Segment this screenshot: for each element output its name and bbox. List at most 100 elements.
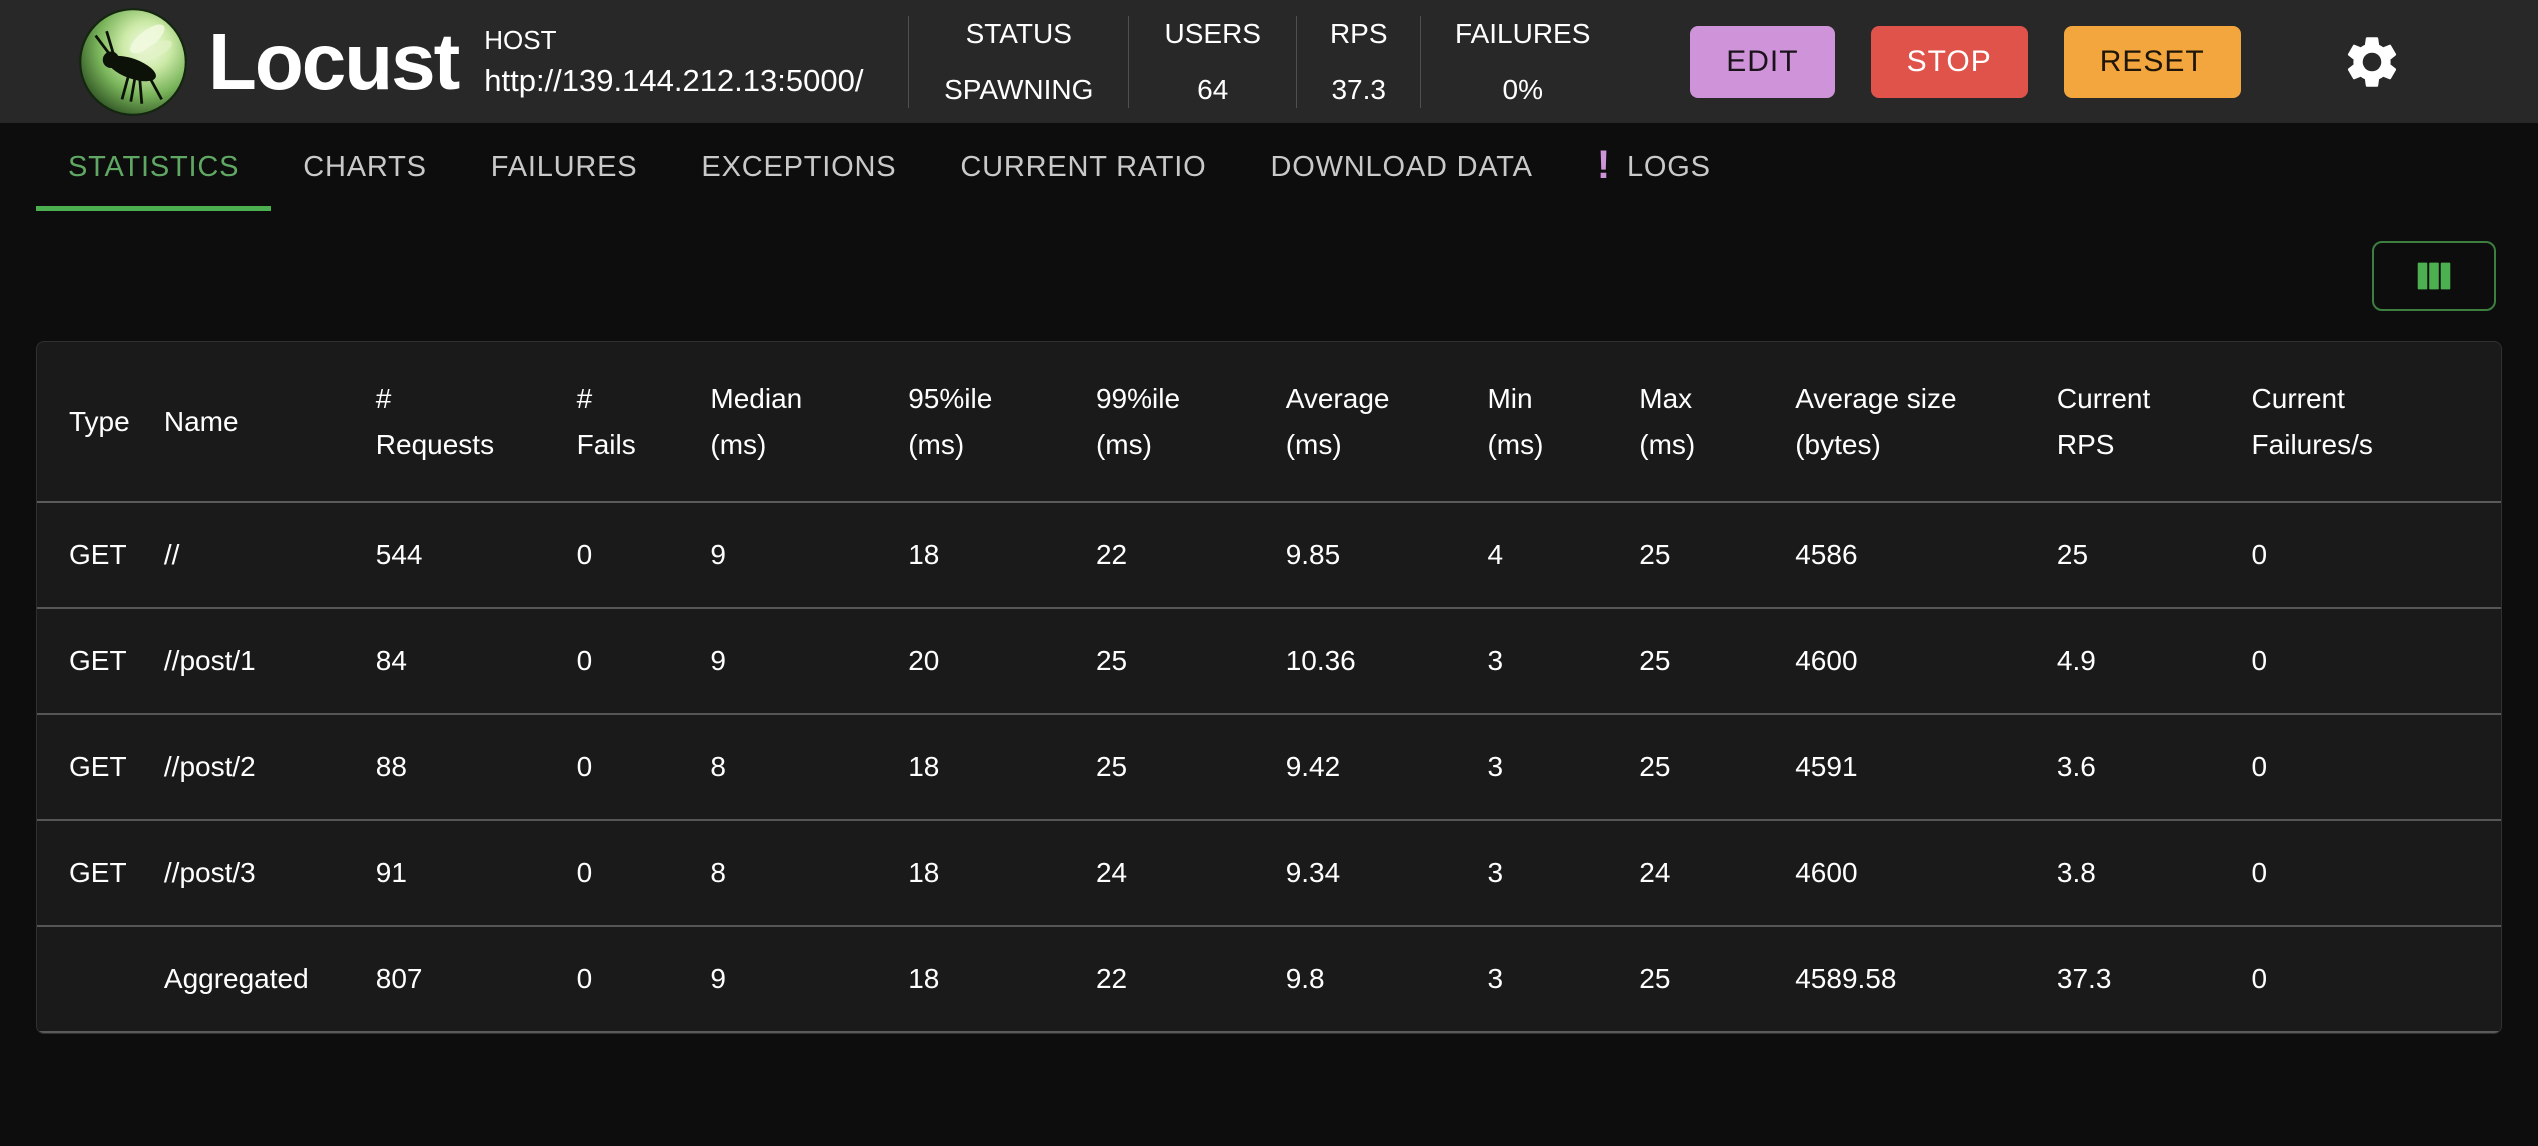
table-cell: 25 <box>1639 608 1796 715</box>
stat-value: 64 <box>1197 73 1229 105</box>
column-header-95-ile-ms-[interactable]: 95%ile (ms) <box>908 342 1096 503</box>
table-cell: 9 <box>710 926 909 1033</box>
table-cell: 91 <box>375 820 577 927</box>
table-cell: 3 <box>1487 608 1640 715</box>
table-cell: 0 <box>2251 820 2501 927</box>
statistics-table: Type Name # Requests # Fails Median (ms) 95%ile (… <box>36 341 2502 1034</box>
table-cell: 22 <box>1095 502 1286 609</box>
header-stats: STATUS SPAWNING USERS 64 RPS 37.3 FAILURES 0% <box>908 14 1624 110</box>
table-cell: 4586 <box>1795 502 2057 609</box>
stat-users: USERS 64 <box>1128 15 1296 108</box>
tab-statistics[interactable]: STATISTICS <box>36 123 272 211</box>
table-cell: //post/2 <box>163 714 376 821</box>
table-cell: 22 <box>1095 926 1286 1033</box>
host-block: HOST http://139.144.212.13:5000/ <box>484 27 884 96</box>
table-cell: 25 <box>2056 502 2252 609</box>
reset-button[interactable]: RESET <box>2063 25 2241 98</box>
column-header-line1: Average <box>1285 382 1390 414</box>
table-cell: 3.8 <box>2056 820 2252 927</box>
table-cell: 8 <box>710 714 909 821</box>
tab-charts[interactable]: CHARTS <box>271 123 459 211</box>
table-cell: 25 <box>1095 714 1286 821</box>
table-cell: 0 <box>2251 502 2501 609</box>
table-cell: 544 <box>375 502 577 609</box>
table-cell: 9.8 <box>1285 926 1488 1033</box>
column-header-line2: (ms) <box>710 428 767 460</box>
column-header-line1: Min <box>1487 382 1533 414</box>
column-header-name[interactable]: Name <box>163 342 376 503</box>
table-cell: 0 <box>2251 714 2501 821</box>
table-row: GET//post/2 88 0 8 18 25 9.42 3 25 4591 3.6 0 <box>37 714 2501 821</box>
column-header-type[interactable]: Type <box>37 342 164 503</box>
table-cell: 9.85 <box>1285 502 1488 609</box>
table-row: GET//post/3 91 0 8 18 24 9.34 3 24 4600 3.8 0 <box>37 820 2501 927</box>
column-header-line1: Current <box>2056 382 2151 414</box>
column-header-max-ms-[interactable]: Max (ms) <box>1639 342 1796 503</box>
app-title: Locust <box>208 16 460 106</box>
column-header-min-ms-[interactable]: Min (ms) <box>1487 342 1640 503</box>
tab-download-data[interactable]: DOWNLOAD DATA <box>1239 123 1565 211</box>
tab-exceptions[interactable]: EXCEPTIONS <box>669 123 928 211</box>
table-cell: Aggregated <box>163 926 376 1033</box>
app-header: Locust HOST http://139.144.212.13:5000/ … <box>0 0 2538 123</box>
stat-status: STATUS SPAWNING <box>908 15 1128 108</box>
column-header-line1: # <box>375 382 392 414</box>
stat-value: SPAWNING <box>944 73 1094 105</box>
stop-button[interactable]: STOP <box>1870 25 2028 98</box>
column-header-99-ile-ms-[interactable]: 99%ile (ms) <box>1095 342 1286 503</box>
table-cell <box>37 926 164 1033</box>
column-header-line2: Requests <box>375 428 495 460</box>
column-header-line1: Median <box>710 382 803 414</box>
column-header-line1: Max <box>1639 382 1693 414</box>
table-cell: 18 <box>908 714 1096 821</box>
table-cell: 0 <box>576 714 711 821</box>
table-row: Aggregated 807 0 9 18 22 9.8 3 25 4589.58 37.3 0 <box>37 926 2501 1033</box>
tab-failures[interactable]: FAILURES <box>459 123 670 211</box>
column-header-line2: (ms) <box>908 428 965 460</box>
table-cell: 3 <box>1487 820 1640 927</box>
table-cell: 3 <box>1487 714 1640 821</box>
tab-bar: STATISTICS CHARTS FAILURES EXCEPTIONS CURREN… <box>0 123 2538 211</box>
stat-failures: FAILURES 0% <box>1420 15 1624 108</box>
column-header-average-ms-[interactable]: Average (ms) <box>1285 342 1488 503</box>
column-header-median-ms-[interactable]: Median (ms) <box>710 342 909 503</box>
column-header-current-failures-s[interactable]: Current Failures/s <box>2251 342 2501 503</box>
table-cell: 37.3 <box>2056 926 2252 1033</box>
column-selector-button[interactable] <box>2372 241 2496 311</box>
tab-current-ratio[interactable]: CURRENT RATIO <box>928 123 1238 211</box>
column-header--requests[interactable]: # Requests <box>375 342 577 503</box>
table-cell: 4589.58 <box>1795 926 2057 1033</box>
table-cell: 0 <box>576 820 711 927</box>
tab-label: STATISTICS <box>68 150 240 183</box>
stat-value: 37.3 <box>1331 73 1386 105</box>
table-cell: 84 <box>375 608 577 715</box>
column-header-line2: (ms) <box>1095 428 1152 460</box>
table-cell: 0 <box>576 502 711 609</box>
table-cell: 4.9 <box>2056 608 2252 715</box>
table-cell: 18 <box>908 820 1096 927</box>
table-cell: 4600 <box>1795 820 2057 927</box>
settings-button[interactable] <box>2341 31 2403 93</box>
table-cell: 0 <box>2251 926 2501 1033</box>
table-cell: 9.34 <box>1285 820 1488 927</box>
table-cell: 88 <box>375 714 577 821</box>
column-header-current-rps[interactable]: Current RPS <box>2056 342 2252 503</box>
table-cell: 25 <box>1095 608 1286 715</box>
table-cell: 8 <box>710 820 909 927</box>
table-row: GET//544 0 9 18 22 9.85 4 25 4586 25 0 <box>37 502 2501 609</box>
column-header--fails[interactable]: # Fails <box>576 342 711 503</box>
column-header-line2: Failures/s <box>2251 428 2373 460</box>
column-header-line2: (ms) <box>1639 428 1696 460</box>
host-label: HOST <box>484 25 557 55</box>
stat-label: USERS <box>1164 17 1261 49</box>
column-header-line1: Average size <box>1795 382 1957 414</box>
column-header-line2: (ms) <box>1487 428 1544 460</box>
column-header-average-size-bytes-[interactable]: Average size (bytes) <box>1795 342 2057 503</box>
table-cell: GET <box>37 820 164 927</box>
tab-logs[interactable]: ! LOGS <box>1565 123 1743 211</box>
column-header-line2: RPS <box>2056 428 2115 460</box>
table-cell: // <box>163 502 376 609</box>
table-cell: 25 <box>1639 714 1796 821</box>
table-cell: 25 <box>1639 926 1796 1033</box>
edit-button[interactable]: EDIT <box>1690 25 1835 98</box>
